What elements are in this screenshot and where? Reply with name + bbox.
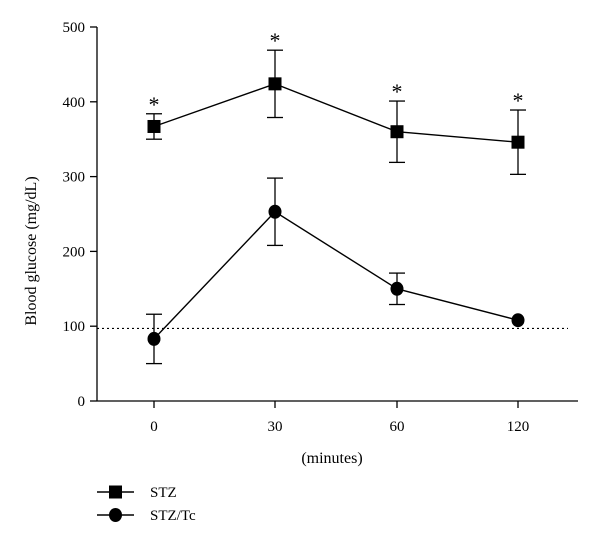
y-axis-title: Blood glucose (mg/dL): [23, 176, 40, 325]
data-point-square: [268, 77, 282, 91]
legend-marker-square: [109, 485, 122, 499]
significance-marker: *: [392, 79, 403, 104]
legend-label: STZ/Tc: [150, 508, 196, 524]
significance-marker: *: [270, 28, 281, 53]
y-tick-label: 500: [63, 20, 86, 36]
significance-marker: *: [149, 92, 160, 117]
legend-item-stz-tc: STZ/Tc: [97, 508, 196, 524]
data-point-circle: [147, 331, 161, 346]
x-axis-title: (minutes): [301, 450, 362, 467]
series-line: [153, 210, 519, 340]
y-tick-label: 300: [63, 170, 86, 186]
data-point-square: [147, 119, 161, 133]
data-point-circle: [511, 313, 525, 328]
legend-marker-circle: [109, 508, 122, 522]
x-tick-label: 30: [268, 419, 283, 435]
data-point-square: [390, 125, 404, 139]
y-tick-label: 400: [63, 95, 86, 111]
legend-label: STZ: [150, 485, 177, 501]
x-tick-label: 120: [507, 419, 530, 435]
significance-marker: *: [513, 88, 524, 113]
legend: STZ STZ/Tc: [97, 485, 196, 524]
series-stz: * * * *: [146, 28, 526, 176]
x-tick-label: 0: [150, 419, 158, 435]
legend-item-stz: STZ: [97, 485, 177, 501]
data-point-square: [511, 135, 525, 149]
series-layer: * * * *: [146, 28, 526, 365]
y-tick-label: 100: [63, 319, 86, 335]
x-tick-label: 60: [390, 419, 405, 435]
axes: 0 100 200 300 400 500 0 30 60 120: [63, 20, 578, 435]
series-line: [153, 83, 519, 143]
data-point-circle: [268, 204, 282, 219]
data-point-circle: [390, 281, 404, 296]
y-tick-label: 0: [78, 394, 86, 410]
series-stz-tc: [146, 177, 525, 365]
y-tick-label: 200: [63, 244, 86, 260]
